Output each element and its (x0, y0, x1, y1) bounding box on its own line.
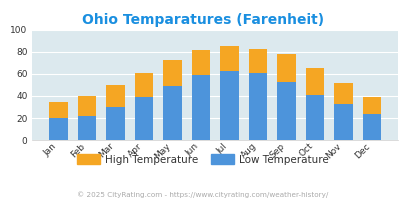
Bar (134, 73, 153, 97)
Bar (163, 86, 181, 140)
Text: © 2025 CityRating.com - https://www.cityrating.com/weather-history/: © 2025 CityRating.com - https://www.city… (77, 191, 328, 198)
Bar (49, 102, 68, 118)
Bar (248, 73, 266, 140)
Bar (305, 95, 324, 140)
Bar (163, 60, 181, 86)
Bar (77, 96, 96, 116)
Text: Ohio Temparatures (Farenheit): Ohio Temparatures (Farenheit) (82, 13, 323, 27)
Bar (134, 97, 153, 140)
Bar (305, 68, 324, 95)
Bar (191, 75, 210, 140)
Bar (362, 114, 380, 140)
Bar (49, 118, 68, 140)
Bar (191, 50, 210, 75)
Bar (333, 83, 352, 104)
Bar (106, 85, 124, 107)
Bar (77, 116, 96, 140)
Bar (277, 54, 295, 82)
Bar (362, 97, 380, 114)
Bar (106, 107, 124, 140)
Bar (277, 82, 295, 140)
Legend: High Temperature, Low Temperature: High Temperature, Low Temperature (73, 150, 332, 169)
Bar (220, 71, 238, 140)
Bar (220, 46, 238, 71)
Bar (333, 104, 352, 140)
Bar (248, 49, 266, 73)
